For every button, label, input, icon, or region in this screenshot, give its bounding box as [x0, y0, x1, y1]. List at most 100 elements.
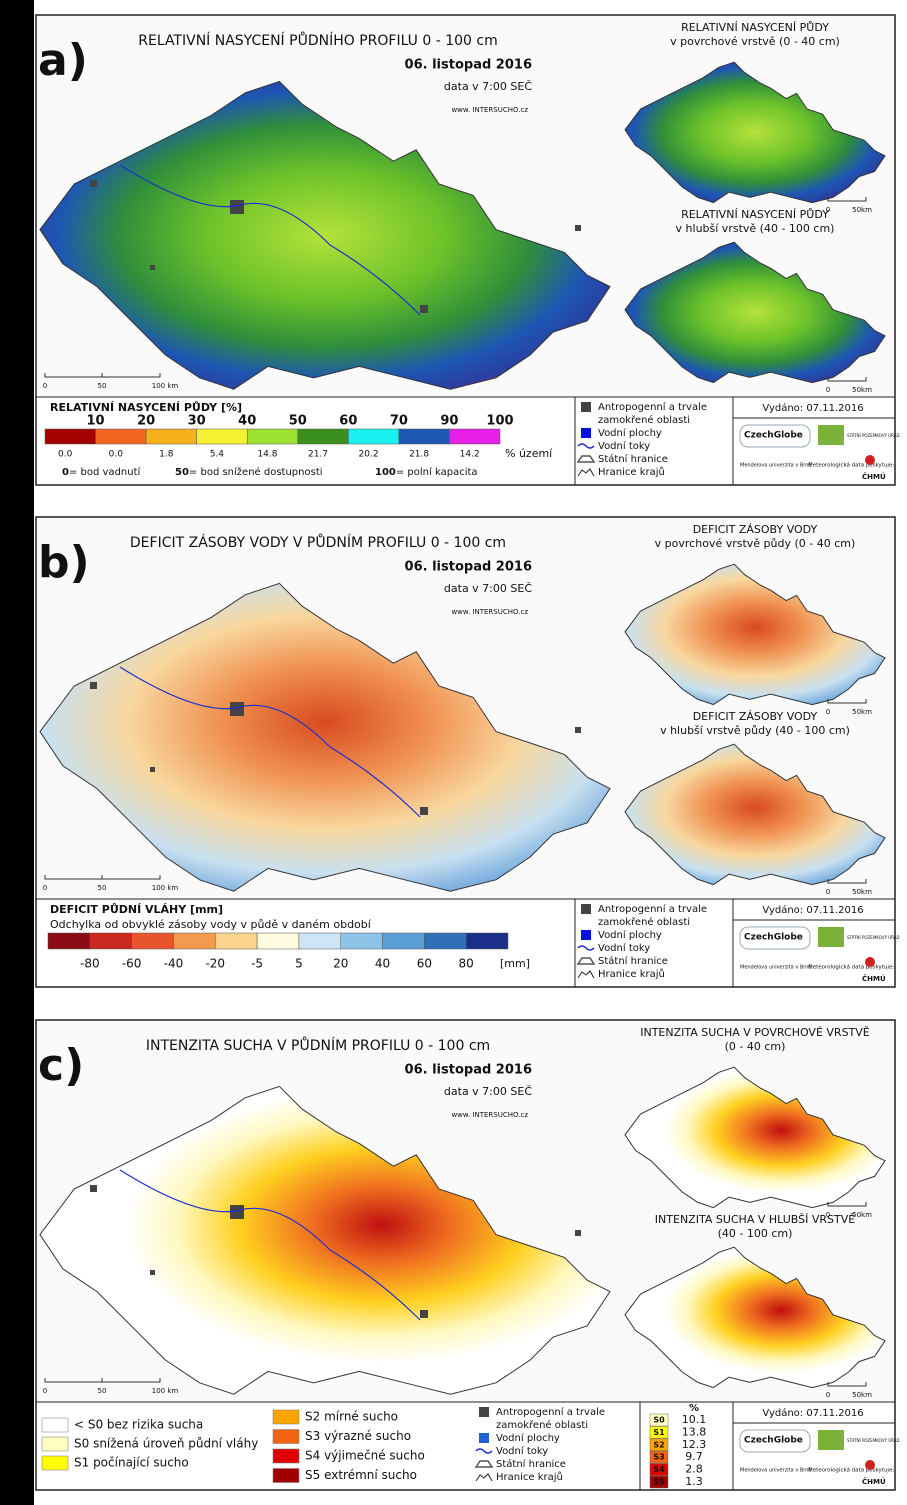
logo-chmu: ČHMÚ: [862, 1477, 886, 1486]
scale-label: 0: [826, 206, 830, 214]
legend-swatch: [44, 428, 96, 445]
legend-unit: [mm]: [500, 957, 530, 970]
logo-mendelu: Mendelova univerzita v Brně: [740, 462, 812, 469]
table-code: S3: [653, 1453, 664, 1462]
legend-tick: 90: [440, 414, 458, 429]
legend-class: S2 mírné sucho: [305, 1410, 398, 1424]
legend-share: 0.0: [58, 450, 73, 460]
legend-tick: 60: [417, 957, 432, 971]
logo-czechglobe: CzechGlobe: [744, 431, 803, 441]
logo-spu: STÁTNÍ POZEMKOVÝ ÚŘAD: [847, 935, 900, 940]
legend-class: < S0 bez rizika sucha: [74, 1418, 203, 1432]
legend-swatch: [424, 932, 467, 950]
website: www. INTERSUCHO.cz: [451, 1111, 528, 1119]
legend-class: S4 výjimečné sucho: [305, 1449, 425, 1463]
scale-label: 0: [43, 1387, 47, 1395]
legend-swatch: [131, 932, 174, 950]
logo-frame: [739, 1429, 811, 1453]
website: www. INTERSUCHO.cz: [451, 608, 528, 616]
table-code-cell: [649, 1426, 669, 1439]
legend-swatch: [272, 1448, 300, 1464]
symbol-icon: [576, 455, 596, 463]
scale-bar: [44, 1378, 161, 1383]
inset-title: v hlubší vrstvě (40 - 100 cm): [676, 222, 835, 235]
legend-note: 100= polní kapacita: [375, 466, 478, 478]
logo-mendelu: Mendelova univerzita v Brně: [740, 1467, 812, 1474]
urban-area: [230, 1205, 244, 1219]
logo-chmu-icon: [865, 957, 875, 967]
urban-area: [150, 1270, 155, 1275]
issued-date: Vydáno: 07.11.2016: [762, 1407, 863, 1419]
symbol-label: Státní hranice: [598, 955, 668, 967]
logo-chmu: ČHMÚ: [862, 472, 886, 481]
legend-tick: -40: [164, 957, 184, 971]
note-value: 50: [175, 467, 189, 478]
inset-title: v povrchové vrstvě (0 - 40 cm): [670, 35, 840, 48]
legend-unit: % území: [505, 447, 553, 460]
legend-swatch: [173, 932, 216, 950]
scale-bar: [827, 1202, 867, 1207]
legend-tick: 40: [375, 957, 390, 971]
scale-label: 50km: [852, 708, 872, 716]
table-code: S2: [653, 1440, 664, 1449]
symbol-icon: [581, 402, 591, 412]
table-code-cell: [649, 1450, 669, 1464]
panel-title: INTENZITA SUCHA V PŮDNÍM PROFILU 0 - 100…: [146, 1036, 490, 1054]
legend-tick: 100: [486, 414, 513, 429]
panel: a) RELATIVNÍ NASYCENÍ PŮDNÍHO PROFILU 0 -…: [35, 14, 900, 486]
urban-area: [90, 682, 97, 689]
scale-label: 50km: [852, 386, 872, 394]
legend-subtitle: Odchylka od obvyklé zásoby vody v půdě v…: [50, 918, 372, 931]
river: [119, 164, 421, 316]
legend-class: S3 výrazné sucho: [305, 1429, 411, 1443]
panel-date: 06. listopad 2016: [405, 1063, 532, 1078]
symbol-label: Vodní toky: [598, 942, 650, 954]
logo-spu-icon: [818, 927, 844, 947]
panel: b) DEFICIT ZÁSOBY VODY V PŮDNÍM PROFILU 0…: [35, 516, 900, 988]
legend-swatch: [272, 1409, 300, 1425]
river: [119, 1169, 421, 1321]
inset-title: RELATIVNÍ NASYCENÍ PŮDY: [681, 208, 829, 221]
table-header: %: [689, 1403, 699, 1414]
symbol-icon: [581, 904, 591, 914]
panel-time: data v 7:00 SEČ: [444, 80, 532, 93]
inset-title: DEFICIT ZÁSOBY VODY: [693, 523, 818, 536]
symbol-icon: [581, 930, 591, 940]
table-code-cell: [649, 1413, 669, 1427]
logo-meteo: Meteorologická data poskytuje:: [808, 964, 894, 971]
legend-share: 5.4: [210, 450, 225, 460]
note-value: 100: [375, 467, 396, 478]
note-text: = bod vadnutí: [69, 466, 142, 478]
legend-swatch: [215, 932, 258, 950]
table-value: 9.7: [685, 1450, 703, 1463]
legend-swatch: [89, 932, 132, 950]
legend-tick: 50: [289, 414, 307, 429]
table-value: 1.3: [685, 1475, 703, 1488]
scale-bar: [827, 699, 867, 704]
legend-class: S0 snížená úroveň půdní vláhy: [74, 1437, 258, 1451]
scale-label: 0: [826, 1211, 830, 1219]
note-text: = polní kapacita: [396, 466, 478, 478]
legend-tick: 10: [87, 414, 105, 429]
table-code-cell: [649, 1475, 669, 1489]
symbol-label: Hranice krajů: [598, 968, 665, 980]
legend-swatch: [246, 428, 299, 445]
scale-label: 50: [98, 1387, 107, 1395]
symbol-label: Antropogenní a trvale: [496, 1406, 605, 1418]
symbol-icon: [474, 1460, 494, 1468]
legend-tick: 20: [333, 957, 348, 971]
urban-area: [575, 1230, 581, 1236]
legend-tick: -80: [80, 957, 100, 971]
symbol-label: Antropogenní a trvale: [598, 401, 707, 413]
legend-tick: 80: [459, 957, 474, 971]
legend-share: 21.7: [308, 450, 328, 460]
symbol-label: Státní hranice: [496, 1458, 566, 1470]
symbol-icon: [479, 1433, 489, 1443]
legend-swatch: [41, 1436, 69, 1452]
legend-tick: 60: [339, 414, 357, 429]
table-code: S5: [653, 1478, 665, 1487]
logo-czechglobe: CzechGlobe: [744, 933, 803, 943]
inset-title: INTENZITA SUCHA V HLUBŠÍ VRSTVĚ: [655, 1213, 855, 1226]
legend-swatch: [298, 932, 341, 950]
